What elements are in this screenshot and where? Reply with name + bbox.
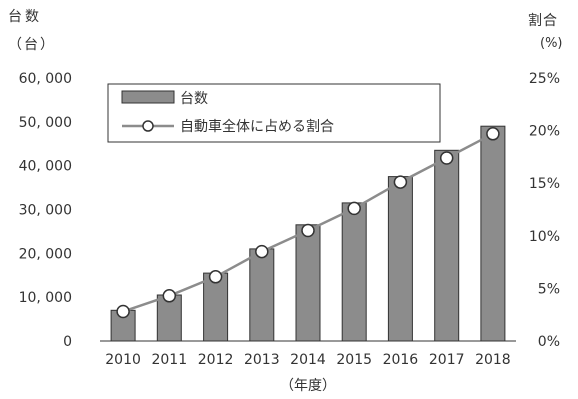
left-tick-label: 0: [63, 334, 72, 350]
ratio-point: [162, 289, 177, 303]
x-tick-label: 2013: [244, 352, 280, 368]
ratio-point: [301, 223, 315, 238]
ratio-point: [347, 201, 361, 216]
right-axis-title: 割合: [528, 13, 558, 29]
ratio-point: [208, 270, 223, 284]
bar: [156, 294, 182, 342]
line-layer: [116, 127, 500, 319]
right-tick-label: 5%: [538, 281, 560, 297]
bars-layer: [110, 125, 506, 342]
right-axis-unit: (%): [540, 36, 563, 51]
legend: 台数 自動車全体に占める割合: [107, 83, 441, 143]
legend-swatch-marker: [142, 120, 154, 132]
ticks-layer: 2010 2011 2012 2013 2014 2015 2016 2017 2018 0 10,…: [19, 71, 560, 368]
left-tick-label: 20, 000: [19, 246, 72, 262]
x-tick-label: 2016: [383, 352, 419, 368]
right-tick-label: 15%: [529, 176, 560, 192]
left-tick-label: 10, 000: [19, 290, 72, 306]
bar: [295, 224, 321, 342]
legend-label-bar: 台数: [180, 91, 208, 107]
bar: [387, 176, 413, 342]
ratio-point: [393, 175, 408, 189]
ratio-point: [439, 151, 454, 165]
x-tick-label: 2015: [336, 352, 372, 368]
left-tick-label: 60, 000: [19, 71, 72, 87]
bar: [203, 272, 229, 342]
x-axis-title: （年度）: [280, 378, 336, 394]
right-tick-label: 10%: [529, 229, 560, 245]
left-tick-label: 50, 000: [19, 115, 72, 131]
x-tick-label: 2011: [151, 352, 187, 368]
bar: [341, 202, 367, 342]
right-tick-label: 25%: [529, 71, 560, 87]
left-axis-title: 台数: [8, 9, 42, 25]
legend-label-line: 自動車全体に占める割合: [180, 118, 334, 135]
x-tick-label: 2018: [475, 352, 511, 368]
x-tick-label: 2017: [429, 352, 465, 368]
ratio-point: [255, 244, 269, 259]
x-tick-label: 2012: [198, 352, 234, 368]
bar: [434, 149, 460, 342]
right-tick-label: 0%: [538, 334, 560, 350]
legend-swatch-bar: [121, 90, 175, 104]
left-tick-label: 40, 000: [19, 159, 72, 175]
left-tick-label: 30, 000: [19, 203, 72, 219]
left-axis-unit: （台）: [8, 37, 56, 53]
x-tick-label: 2014: [290, 352, 326, 368]
bar: [249, 248, 275, 342]
right-tick-label: 20%: [529, 124, 560, 140]
x-tick-label: 2010: [105, 352, 141, 368]
ratio-point: [116, 304, 130, 319]
bar: [480, 125, 506, 342]
ratio-point: [486, 127, 500, 141]
